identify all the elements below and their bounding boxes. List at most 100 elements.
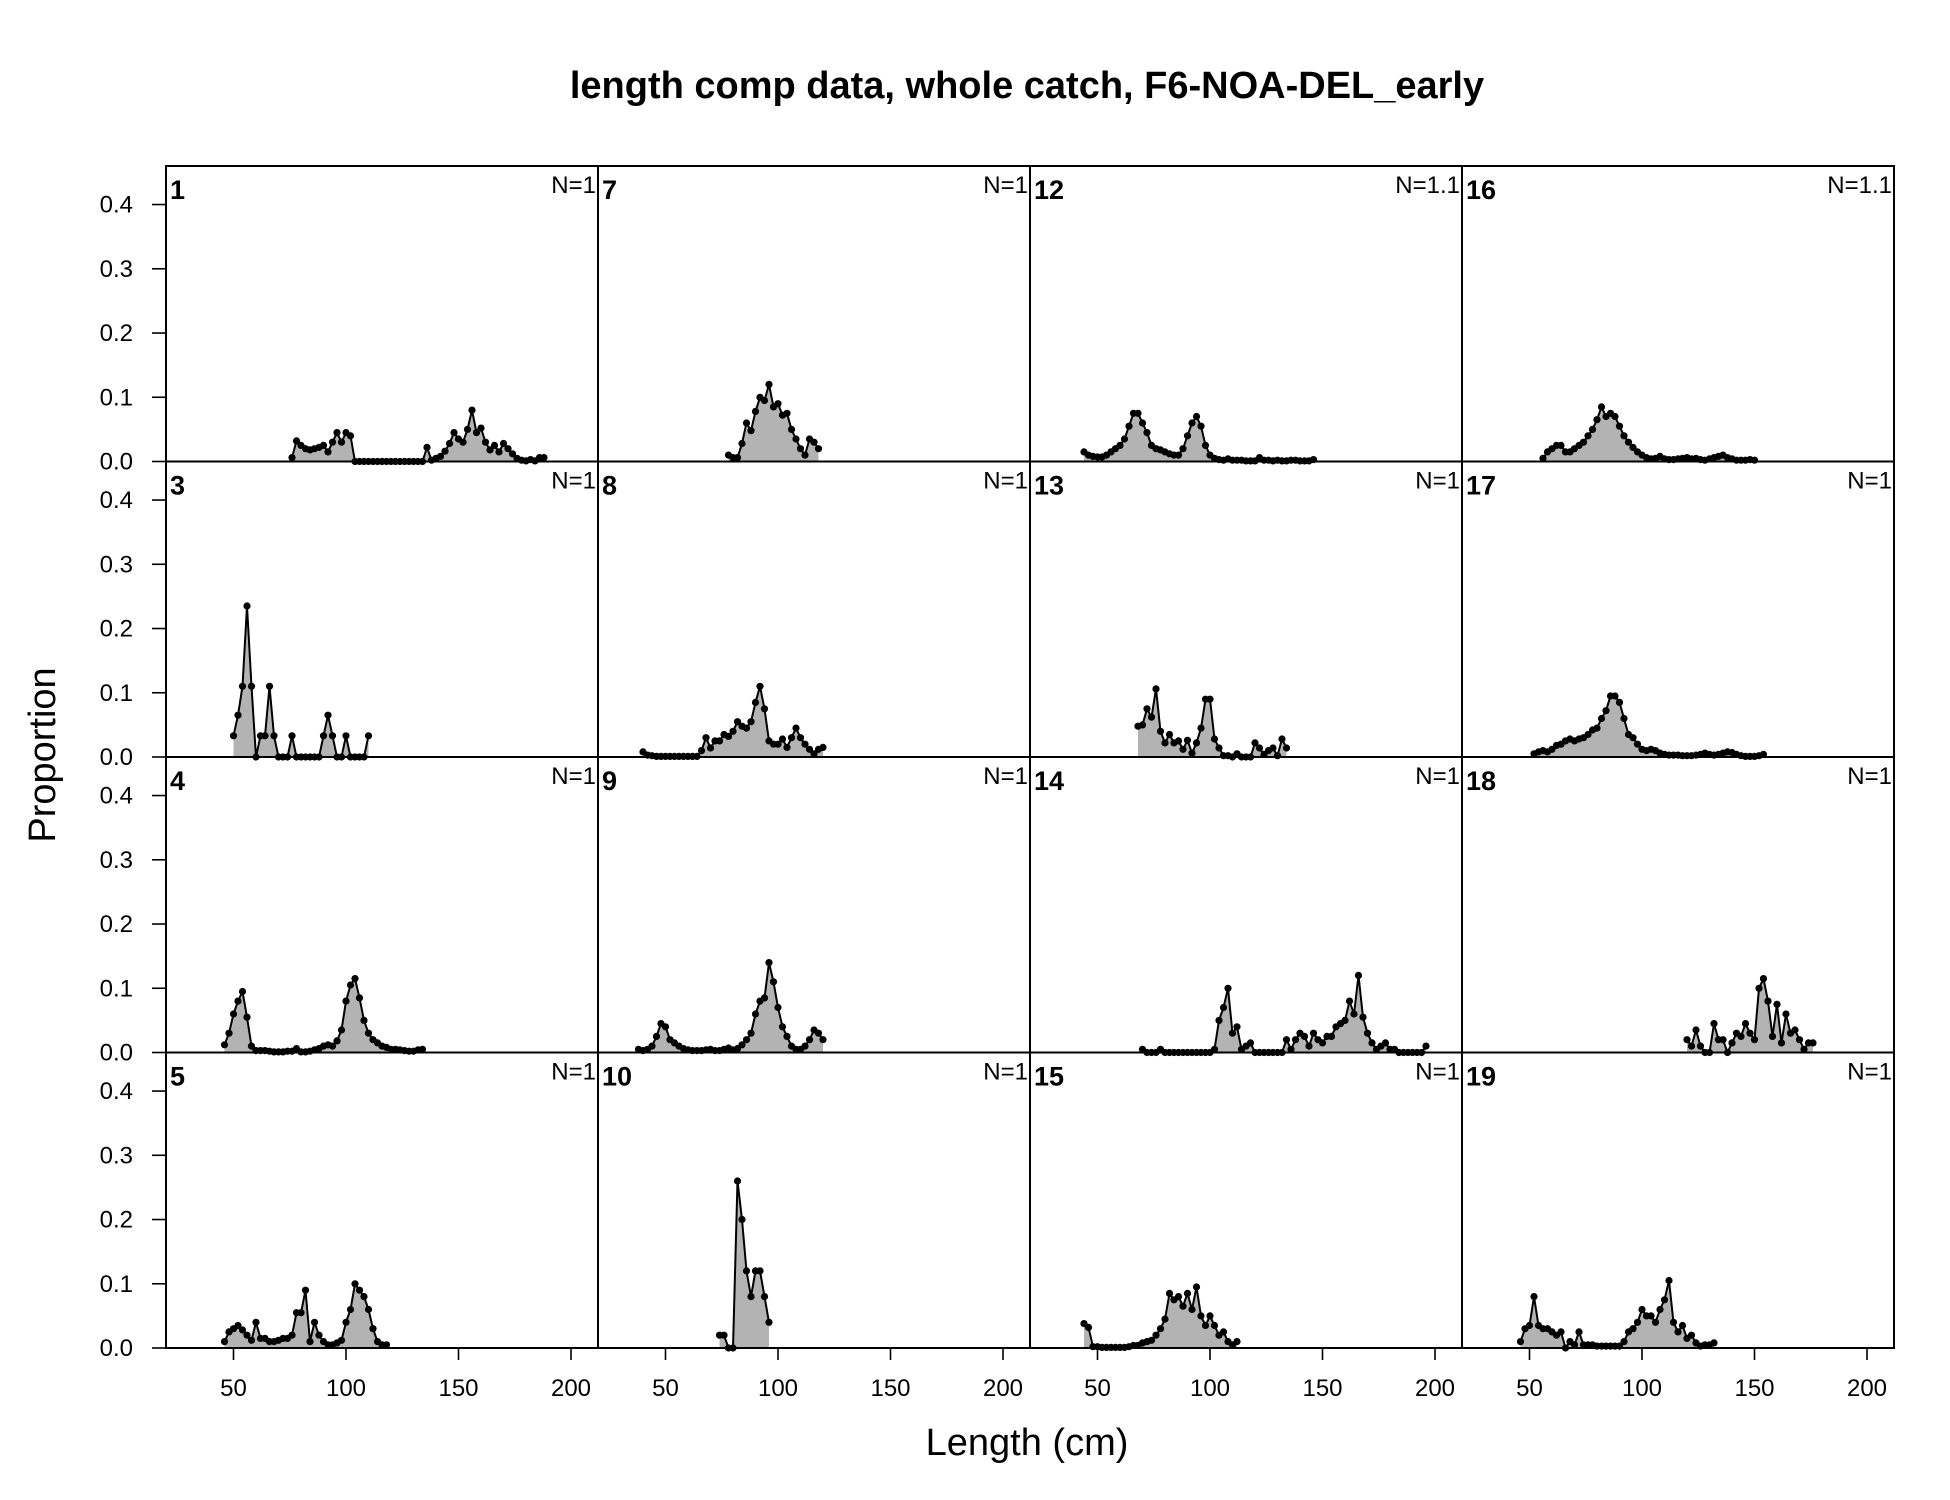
data-point	[774, 740, 782, 748]
n-label: N=1	[1847, 1059, 1892, 1086]
data-point	[1359, 1013, 1367, 1021]
y-tick-label: 0.3	[100, 847, 133, 874]
x-tick-label: 150	[1302, 1375, 1342, 1402]
x-tick-label: 200	[551, 1375, 591, 1402]
data-point	[1746, 1029, 1754, 1037]
data-point	[1777, 1039, 1786, 1047]
data-point	[1764, 997, 1772, 1005]
x-axis-title: Length (cm)	[926, 1422, 1129, 1464]
data-point	[1791, 1026, 1799, 1034]
panel-label: 13	[1034, 471, 1064, 501]
data-point	[234, 997, 242, 1005]
distribution-area	[638, 962, 823, 1053]
data-point	[355, 994, 364, 1002]
distribution-line	[223, 976, 423, 1053]
data-point	[247, 682, 256, 690]
data-point	[1719, 1036, 1727, 1044]
data-point	[1125, 422, 1133, 430]
n-label: N=1.1	[1395, 172, 1460, 199]
data-point	[1782, 1010, 1790, 1018]
data-point	[742, 419, 751, 427]
data-point	[1530, 1293, 1538, 1301]
data-point	[787, 734, 796, 742]
distribution-line	[1137, 688, 1288, 759]
data-point	[1165, 1289, 1174, 1297]
panel-frame	[597, 1051, 1031, 1349]
x-tick-label: 100	[1622, 1375, 1662, 1402]
data-point	[661, 1023, 670, 1031]
data-point	[1188, 419, 1196, 427]
data-point	[729, 727, 737, 735]
chart-title: length comp data, whole catch, F6-NOA-DE…	[570, 65, 1484, 107]
y-tick-label: 0.0	[100, 1335, 133, 1362]
data-point	[738, 439, 746, 448]
data-point	[1800, 1045, 1808, 1053]
data-point	[1116, 441, 1124, 449]
data-point	[1525, 1321, 1534, 1330]
data-point	[360, 1293, 368, 1301]
data-point	[301, 1286, 310, 1294]
data-point	[814, 445, 823, 453]
n-label: N=1	[1415, 763, 1460, 790]
data-point	[319, 441, 328, 449]
panel-frame	[597, 756, 1031, 1054]
data-point	[1728, 1039, 1736, 1047]
data-point	[724, 732, 733, 741]
data-point	[1174, 451, 1183, 459]
data-point	[337, 1026, 346, 1034]
data-point	[1228, 1029, 1237, 1037]
data-point	[436, 452, 445, 460]
data-point	[1147, 713, 1156, 721]
data-point	[342, 1318, 350, 1326]
data-point	[1188, 749, 1196, 757]
panel-frame	[165, 165, 599, 463]
data-point	[292, 437, 301, 445]
data-point	[778, 735, 787, 743]
data-point	[364, 1305, 373, 1314]
data-point	[1624, 438, 1633, 446]
data-point	[783, 409, 791, 417]
data-point	[225, 1029, 233, 1037]
distribution-area	[292, 410, 544, 462]
data-point	[774, 1003, 782, 1012]
data-point	[810, 438, 818, 446]
data-point	[1750, 1036, 1759, 1044]
data-point	[1750, 456, 1759, 464]
y-tick-label: 0.0	[100, 744, 133, 771]
data-point	[760, 396, 769, 405]
data-point	[324, 711, 332, 719]
panel-frame	[1029, 756, 1463, 1054]
data-point	[787, 425, 796, 433]
data-point	[472, 429, 481, 437]
n-label: N=1	[983, 1059, 1028, 1086]
data-point	[328, 438, 337, 446]
data-point	[238, 682, 247, 690]
panel-label: 19	[1466, 1062, 1496, 1092]
data-point	[1647, 1312, 1655, 1320]
data-point	[1179, 445, 1187, 453]
panel-frame	[597, 165, 1031, 463]
data-point	[801, 1042, 809, 1050]
panel-label: 17	[1466, 471, 1496, 501]
data-point	[1206, 1312, 1214, 1320]
panel-8: 8 N=1	[597, 460, 1031, 761]
data-point	[1593, 416, 1601, 424]
data-point	[351, 975, 359, 983]
data-point	[801, 451, 809, 459]
data-point	[805, 745, 814, 753]
data-point	[1300, 1032, 1309, 1040]
data-point	[1251, 739, 1259, 747]
data-point	[351, 1280, 359, 1288]
panel-label: 10	[602, 1062, 632, 1092]
x-tick-label: 50	[220, 1375, 247, 1402]
data-point	[747, 1029, 755, 1037]
data-point	[418, 1045, 427, 1053]
panel-17: 17 N=1	[1461, 460, 1895, 761]
data-point	[1215, 744, 1223, 752]
data-point	[1615, 698, 1624, 707]
panel-frame	[1461, 756, 1895, 1054]
data-point	[1210, 1045, 1219, 1053]
data-point	[1593, 724, 1601, 732]
data-point	[342, 997, 350, 1005]
data-point	[733, 454, 742, 462]
